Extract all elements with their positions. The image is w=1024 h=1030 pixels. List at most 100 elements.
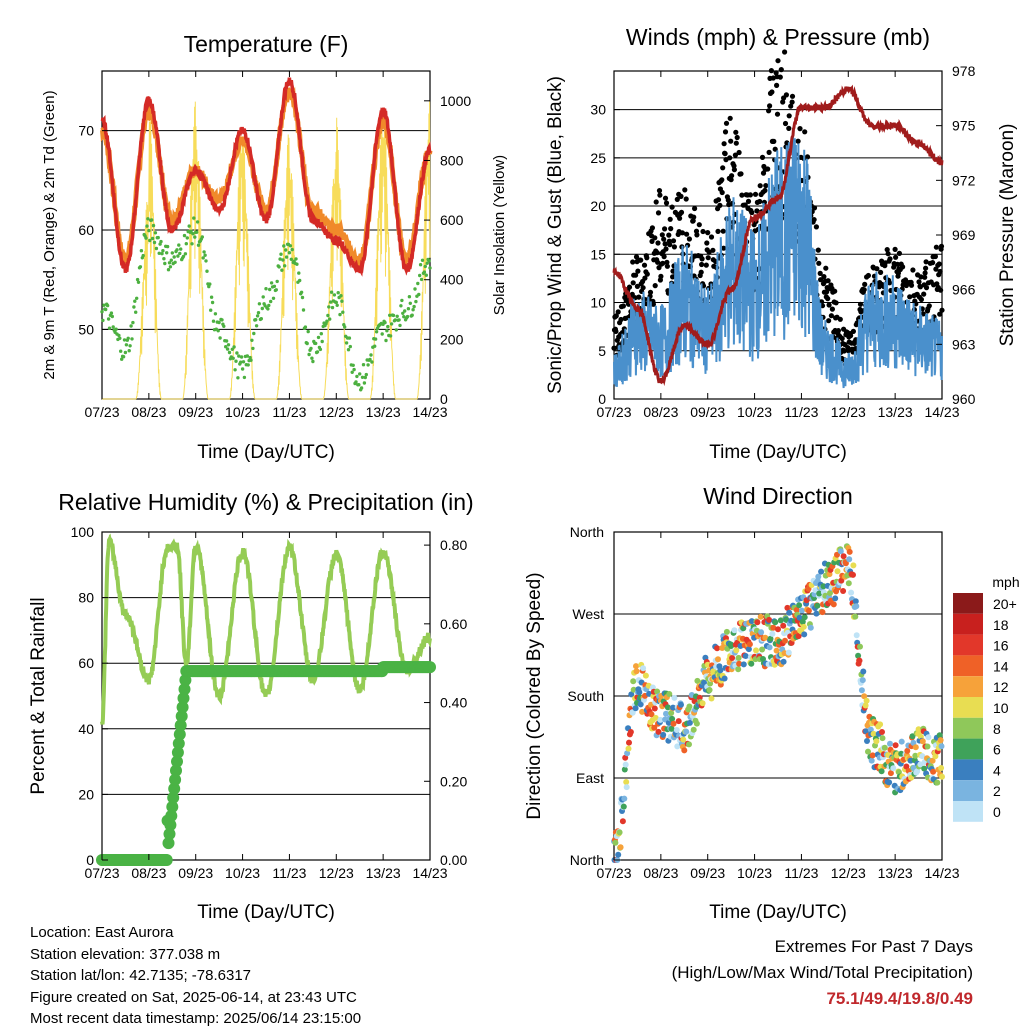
dewpoint-point (344, 341, 349, 345)
gust-point (765, 166, 771, 172)
winds-xtick-label: 08/23 (643, 404, 678, 420)
dewpoint-point (309, 346, 313, 351)
direction-ytick-label: East (576, 770, 604, 786)
direction-point (869, 752, 876, 759)
dewpoint-point (136, 280, 141, 284)
gust-point (816, 260, 822, 266)
gust-point (667, 242, 673, 248)
gust-point (804, 154, 811, 160)
direction-point (665, 719, 672, 726)
gust-point (738, 171, 744, 177)
dewpoint-point (109, 311, 114, 315)
direction-point (929, 757, 936, 764)
gust-point (937, 311, 943, 317)
direction-xtick-label: 09/23 (690, 865, 725, 881)
direction-point (938, 743, 945, 750)
direction-point (729, 655, 736, 661)
gust-point (828, 313, 835, 319)
gust-point (922, 274, 928, 280)
direction-point (892, 742, 899, 749)
gust-point (644, 255, 650, 261)
dewpoint-point (393, 318, 397, 322)
dewpoint-point (150, 236, 155, 241)
dewpoint-point (177, 243, 181, 247)
gust-point (618, 316, 624, 323)
speed-legend-boxes: 20+ 18 16 14 12 10 8 6 4 2 0 (953, 593, 1017, 822)
winds-xtick-label: 12/23 (831, 404, 866, 420)
direction-point (624, 750, 631, 757)
speed-legend-label: 0 (993, 804, 1001, 820)
gust-point (757, 183, 763, 189)
direction-point (798, 607, 805, 614)
direction-point (657, 716, 664, 723)
dewpoint-point (118, 336, 122, 340)
dewpoint-point (316, 335, 321, 340)
direction-xtick-label: 12/23 (831, 865, 866, 881)
direction-point (827, 590, 833, 596)
direction-ytick-label: South (567, 688, 604, 704)
gust-point (664, 263, 671, 269)
dewpoint-point (363, 375, 367, 380)
rain-point (170, 764, 182, 777)
gust-point (825, 296, 831, 302)
direction-point (886, 779, 893, 786)
dewpoint-point (121, 355, 126, 359)
gust-point (703, 262, 709, 268)
direction-point (622, 761, 629, 768)
direction-ytick-label: North (570, 524, 604, 540)
direction-xtick-label: 10/23 (737, 865, 772, 881)
direction-point (818, 568, 825, 575)
gust-point (811, 205, 818, 211)
rain-point (163, 828, 176, 840)
speed-legend-swatch (953, 759, 983, 781)
dewpoint-point (346, 348, 351, 352)
dewpoint-point (170, 251, 174, 255)
direction-point (615, 851, 622, 858)
gust-point (786, 125, 792, 131)
dewpoint-point (311, 359, 315, 364)
humidity-right-ytick-label: 0.80 (440, 537, 467, 553)
wind-line (613, 133, 943, 389)
gust-point (923, 285, 930, 291)
wind-series (613, 133, 943, 389)
direction-point (860, 668, 867, 675)
info-latlon: Station lat/lon: 42.7135; -78.6317 (30, 967, 252, 984)
direction-point (772, 619, 779, 626)
direction-point (629, 709, 636, 716)
speed-legend-label: 16 (993, 638, 1009, 654)
direction-point (758, 629, 765, 636)
dewpoint-point (183, 252, 188, 256)
dewpoint-point (131, 320, 135, 325)
dewpoint-point (274, 288, 278, 292)
dewpoint-point (275, 279, 279, 284)
direction-ylabel-left: Direction (Colored By Speed) (524, 572, 545, 819)
direction-point (870, 730, 877, 737)
gust-point (663, 246, 669, 252)
gust-point (813, 224, 820, 230)
gust-point (933, 244, 940, 250)
direction-point (912, 744, 919, 751)
rain-point (167, 791, 180, 804)
dewpoint-point (204, 259, 208, 263)
temperature-ticks: 07/23 08/23 09/23 10/23 11/23 12/23 13/23 14/23… (78, 71, 471, 420)
direction-point (898, 738, 905, 745)
dewpoint-point (202, 250, 206, 254)
direction-point (721, 675, 728, 682)
dewpoint-point (399, 304, 403, 308)
rain-point (175, 710, 188, 723)
dewpoint-point (298, 278, 302, 283)
dewpoint-point (354, 380, 358, 384)
direction-point (694, 677, 701, 684)
direction-point (855, 652, 862, 659)
direction-point (660, 731, 667, 738)
dewpoint-point (178, 251, 182, 256)
gust-point (745, 198, 752, 204)
winds-ylabel-right: Station Pressure (Maroon) (997, 124, 1018, 347)
humidity-right-ytick-label: 0.40 (440, 695, 467, 711)
rain-point (424, 661, 436, 674)
dewpoint-point (373, 337, 378, 341)
direction-point (819, 609, 826, 616)
speed-legend-label: 18 (993, 617, 1009, 633)
gust-point (841, 348, 847, 354)
dewpoint-point (209, 295, 214, 299)
